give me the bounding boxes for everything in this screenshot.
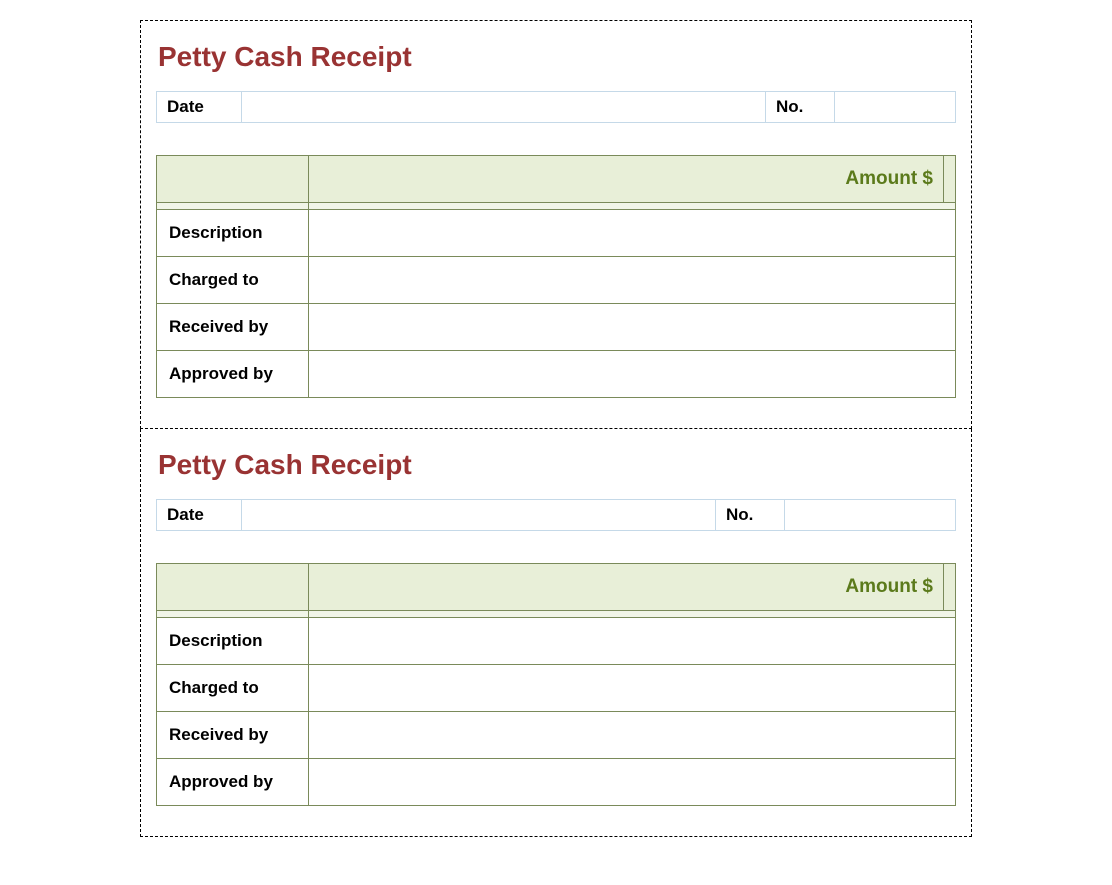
table-row: Received by (157, 712, 956, 759)
date-number-row: Date No. (156, 91, 956, 123)
description-label: Description (157, 210, 309, 257)
header-spacer (157, 564, 309, 611)
number-label: No. (716, 500, 785, 530)
amount-header-row: Amount $ (157, 564, 956, 611)
charged-to-value (309, 665, 956, 712)
receipt-title: Petty Cash Receipt (156, 41, 956, 73)
received-by-value (309, 712, 956, 759)
approved-by-value (309, 759, 956, 806)
table-row: Approved by (157, 759, 956, 806)
amount-header: Amount $ (309, 156, 944, 203)
page: Petty Cash Receipt Date No. Amount $ (0, 0, 1112, 837)
receipt-table: Amount $ Description Charged to Received… (156, 155, 956, 398)
received-by-value (309, 304, 956, 351)
table-row: Charged to (157, 257, 956, 304)
charged-to-label: Charged to (157, 257, 309, 304)
approved-by-label: Approved by (157, 351, 309, 398)
description-value (309, 210, 956, 257)
table-row: Description (157, 210, 956, 257)
number-value (785, 500, 955, 530)
amount-value-cell (944, 564, 956, 611)
description-value (309, 618, 956, 665)
petty-cash-receipt: Petty Cash Receipt Date No. Amount $ (140, 20, 972, 429)
amount-header-row: Amount $ (157, 156, 956, 203)
approved-by-value (309, 351, 956, 398)
date-value (242, 500, 716, 530)
header-divider (157, 611, 956, 618)
receipt-title: Petty Cash Receipt (156, 449, 956, 481)
table-row: Approved by (157, 351, 956, 398)
amount-header: Amount $ (309, 564, 944, 611)
table-row: Received by (157, 304, 956, 351)
date-value (242, 92, 766, 122)
amount-value-cell (944, 156, 956, 203)
date-label: Date (157, 92, 242, 122)
header-divider (157, 203, 956, 210)
description-label: Description (157, 618, 309, 665)
table-row: Description (157, 618, 956, 665)
received-by-label: Received by (157, 712, 309, 759)
received-by-label: Received by (157, 304, 309, 351)
table-row: Charged to (157, 665, 956, 712)
number-label: No. (766, 92, 835, 122)
header-spacer (157, 156, 309, 203)
date-number-row: Date No. (156, 499, 956, 531)
approved-by-label: Approved by (157, 759, 309, 806)
charged-to-value (309, 257, 956, 304)
receipt-table: Amount $ Description Charged to Received… (156, 563, 956, 806)
petty-cash-receipt: Petty Cash Receipt Date No. Amount $ (140, 429, 972, 837)
date-label: Date (157, 500, 242, 530)
number-value (835, 92, 955, 122)
charged-to-label: Charged to (157, 665, 309, 712)
